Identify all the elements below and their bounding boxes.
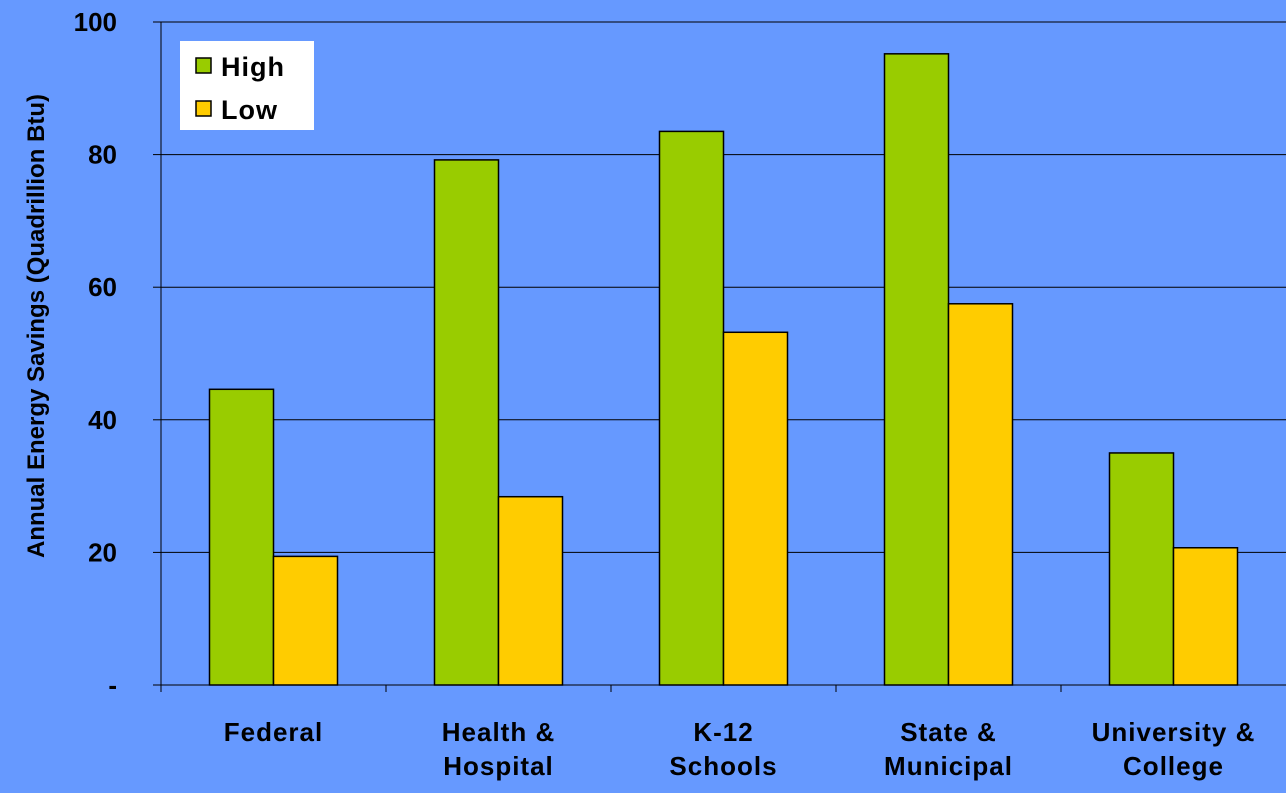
bar-low: [947, 303, 1014, 686]
x-tick-label: Federal: [224, 717, 324, 747]
bar-high: [658, 130, 725, 686]
legend: High Low: [180, 41, 314, 130]
axes: - 20 40 60 80 100 Federal Health & Hospital K-12 S…: [74, 7, 1286, 781]
y-tick-label: 60: [88, 272, 117, 302]
bar-high: [1108, 452, 1175, 686]
x-tick-label: University & College: [1092, 717, 1256, 781]
bar-high: [433, 159, 500, 686]
y-tick-label: 100: [74, 7, 117, 37]
x-tick-label: Health & Hospital: [442, 717, 555, 781]
y-tick-label: 80: [88, 140, 117, 170]
y-axis-title: Annual Energy Savings (Quadrillion Btu): [23, 94, 50, 558]
y-tick-label: -: [108, 670, 117, 700]
legend-label-high: High: [221, 52, 285, 82]
bar-low: [1172, 547, 1239, 686]
legend-swatch-low: [195, 100, 212, 117]
y-tick-label: 20: [88, 537, 117, 567]
legend-swatch-high: [195, 57, 212, 74]
bar-high: [208, 388, 275, 686]
bars: [208, 53, 1239, 686]
bar-high: [883, 53, 950, 686]
y-tick-label: 40: [88, 405, 117, 435]
bar-low: [722, 331, 789, 686]
x-tick-label: State & Municipal: [884, 717, 1013, 781]
bar-low: [497, 495, 564, 686]
x-tick-label: K-12 Schools: [669, 717, 777, 781]
legend-label-low: Low: [221, 95, 278, 125]
bar-low: [272, 555, 339, 686]
